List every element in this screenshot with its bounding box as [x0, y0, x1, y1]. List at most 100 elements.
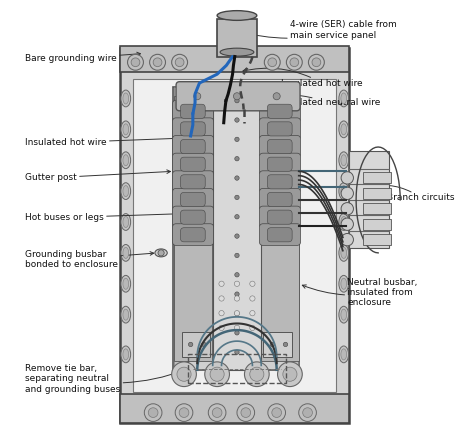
Circle shape [219, 296, 224, 301]
Circle shape [272, 408, 282, 417]
Circle shape [268, 58, 277, 67]
Ellipse shape [339, 245, 348, 261]
Circle shape [210, 367, 224, 381]
FancyBboxPatch shape [174, 96, 212, 361]
FancyBboxPatch shape [261, 96, 299, 361]
FancyBboxPatch shape [181, 192, 205, 206]
Circle shape [233, 93, 240, 100]
FancyBboxPatch shape [181, 157, 205, 171]
Text: Gutter post: Gutter post [25, 170, 171, 182]
Ellipse shape [121, 275, 131, 292]
Circle shape [212, 408, 222, 417]
Circle shape [273, 93, 280, 100]
Circle shape [144, 404, 162, 421]
FancyBboxPatch shape [173, 188, 214, 210]
Circle shape [235, 292, 239, 296]
Circle shape [235, 214, 239, 219]
FancyBboxPatch shape [259, 171, 301, 192]
Circle shape [131, 58, 140, 67]
FancyBboxPatch shape [264, 332, 292, 357]
Ellipse shape [339, 90, 348, 107]
FancyBboxPatch shape [363, 172, 392, 183]
Circle shape [241, 408, 251, 417]
FancyBboxPatch shape [173, 206, 214, 228]
FancyBboxPatch shape [363, 188, 392, 199]
FancyBboxPatch shape [120, 48, 349, 423]
FancyBboxPatch shape [290, 87, 298, 370]
FancyBboxPatch shape [173, 118, 214, 139]
Circle shape [194, 93, 201, 100]
Circle shape [172, 54, 188, 70]
Circle shape [250, 296, 255, 301]
Text: Grounding busbar
bonded to enclosure: Grounding busbar bonded to enclosure [25, 250, 154, 269]
FancyBboxPatch shape [259, 206, 301, 228]
Ellipse shape [341, 124, 346, 135]
FancyBboxPatch shape [363, 234, 392, 245]
Ellipse shape [123, 349, 128, 360]
Circle shape [235, 234, 239, 238]
Circle shape [235, 195, 239, 200]
Circle shape [250, 367, 264, 381]
Ellipse shape [123, 155, 128, 166]
Ellipse shape [123, 309, 128, 320]
Ellipse shape [220, 48, 254, 56]
Ellipse shape [121, 152, 131, 169]
Text: Insulated neutral wire: Insulated neutral wire [261, 92, 381, 107]
Ellipse shape [155, 249, 167, 257]
Circle shape [312, 58, 321, 67]
Text: Hot buses or legs: Hot buses or legs [25, 212, 193, 222]
Circle shape [264, 54, 280, 70]
Ellipse shape [121, 183, 131, 199]
FancyBboxPatch shape [176, 82, 300, 111]
Ellipse shape [341, 186, 346, 197]
Circle shape [341, 187, 354, 199]
FancyBboxPatch shape [259, 135, 301, 157]
Circle shape [270, 342, 274, 347]
Circle shape [268, 404, 285, 421]
Text: 4-wire (SER) cable from
main service panel: 4-wire (SER) cable from main service pan… [238, 20, 397, 40]
FancyBboxPatch shape [267, 104, 292, 118]
FancyBboxPatch shape [267, 157, 292, 171]
Ellipse shape [123, 93, 128, 104]
Circle shape [128, 54, 144, 70]
Text: Neutral busbar,
insulated from
enclosure: Neutral busbar, insulated from enclosure [302, 278, 418, 308]
FancyBboxPatch shape [267, 192, 292, 206]
FancyBboxPatch shape [173, 171, 214, 192]
Ellipse shape [121, 121, 131, 138]
Ellipse shape [123, 124, 128, 135]
Ellipse shape [121, 214, 131, 230]
FancyBboxPatch shape [267, 175, 292, 189]
FancyBboxPatch shape [181, 228, 205, 242]
Circle shape [341, 218, 354, 230]
Circle shape [250, 281, 255, 286]
Circle shape [219, 325, 224, 330]
Circle shape [290, 58, 299, 67]
Ellipse shape [341, 217, 346, 227]
Circle shape [237, 404, 255, 421]
Circle shape [235, 156, 239, 161]
Circle shape [177, 367, 191, 381]
FancyBboxPatch shape [181, 210, 205, 224]
Circle shape [179, 408, 189, 417]
Circle shape [235, 253, 239, 258]
Ellipse shape [123, 278, 128, 289]
Ellipse shape [339, 121, 348, 138]
Circle shape [235, 331, 239, 335]
Ellipse shape [341, 155, 346, 166]
FancyBboxPatch shape [174, 87, 182, 370]
Ellipse shape [339, 275, 348, 292]
Circle shape [235, 311, 239, 316]
Circle shape [189, 342, 193, 347]
Circle shape [341, 234, 354, 246]
Circle shape [208, 404, 226, 421]
Ellipse shape [341, 309, 346, 320]
FancyBboxPatch shape [173, 100, 214, 122]
FancyBboxPatch shape [259, 100, 301, 122]
Circle shape [283, 342, 288, 347]
FancyBboxPatch shape [173, 87, 299, 370]
Circle shape [234, 325, 240, 330]
Circle shape [250, 325, 255, 330]
Circle shape [299, 404, 316, 421]
Circle shape [278, 362, 302, 387]
FancyBboxPatch shape [259, 153, 301, 175]
